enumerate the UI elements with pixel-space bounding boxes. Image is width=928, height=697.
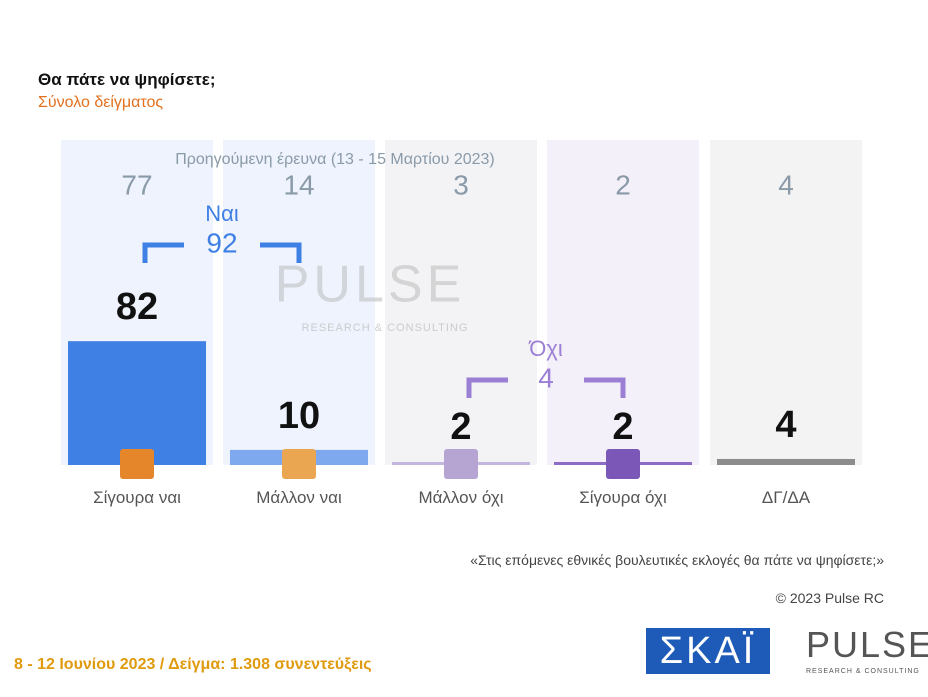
category-label: Μάλλον ναι: [256, 488, 342, 507]
group-value: 4: [538, 362, 554, 393]
value-label: 2: [450, 406, 471, 448]
copyright: © 2023 Pulse RC: [775, 590, 884, 606]
value-label: 2: [612, 406, 633, 448]
previous-value: 4: [778, 169, 794, 200]
category-label: ΔΓ/ΔΑ: [761, 488, 811, 507]
title: Θα πάτε να ψηφίσετε;: [38, 70, 216, 89]
value-label: 82: [116, 286, 158, 328]
previous-label: Προηγούμενη έρευνα (13 - 15 Μαρτίου 2023…: [175, 151, 495, 168]
group-name: Ναι: [205, 201, 239, 226]
bar: [717, 458, 855, 465]
icon: [444, 449, 478, 479]
watermark: PULSE: [275, 256, 466, 314]
previous-value: 3: [453, 169, 469, 200]
value-label: 4: [775, 404, 796, 446]
icon: [282, 449, 316, 479]
previous-value: 77: [121, 169, 152, 200]
column-bg: [547, 140, 699, 465]
previous-value: 2: [615, 169, 631, 200]
category-label: Μάλλον όχι: [418, 488, 504, 507]
bracket: [142, 242, 302, 263]
previous-value: 14: [283, 169, 314, 200]
footer: 8 - 12 Ιουνίου 2023 / Δείγμα: 1.308 συνε…: [14, 656, 372, 673]
column-bg: [223, 140, 375, 465]
logo-skai: ΣΚΑΪ: [646, 628, 770, 674]
column-bg: [385, 140, 537, 465]
watermark-sub: RESEARCH & CONSULTING: [302, 322, 469, 334]
logo-pulse-sub: RESEARCH & CONSULTING: [806, 668, 920, 675]
bracket: [466, 377, 626, 398]
icon: [606, 449, 640, 479]
subtitle: Σύνολο δείγματος: [38, 94, 164, 111]
group-value: 92: [206, 227, 237, 258]
bar: [68, 341, 206, 465]
category-label: Σίγουρα ναι: [93, 488, 181, 507]
icon: [120, 449, 154, 479]
question: «Στις επόμενες εθνικές βουλευτικές εκλογ…: [470, 552, 884, 568]
group-name: Όχι: [528, 336, 563, 361]
chart: PULSE RESEARCH & CONSULTING Προηγούμενη έρ…: [61, 140, 862, 479]
column-bg: [710, 140, 862, 465]
category-label: Σίγουρα όχι: [579, 488, 667, 507]
logo-pulse: PULSE: [806, 624, 928, 665]
value-label: 10: [278, 395, 320, 437]
